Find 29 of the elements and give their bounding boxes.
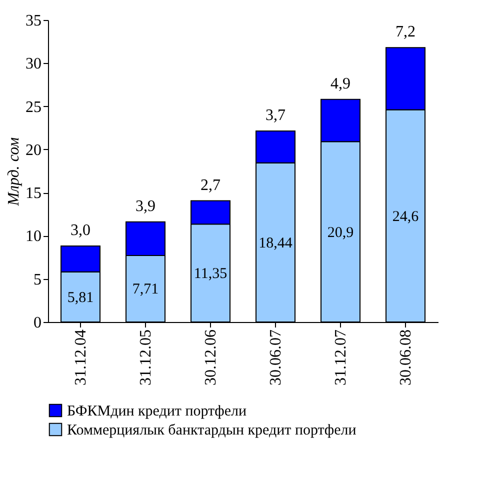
legend-label: Коммерциялык банктардын кредит портфели bbox=[67, 422, 356, 438]
data-label: 24,6 bbox=[392, 208, 420, 225]
y-tick-label: 20 bbox=[26, 142, 42, 159]
x-tick-label: 30.12.06 bbox=[202, 330, 220, 386]
data-label: 18,44 bbox=[258, 235, 293, 252]
data-label: 7,2 bbox=[396, 24, 416, 41]
x-tick-label: 31.12.04 bbox=[72, 330, 90, 386]
y-tick-label: 10 bbox=[26, 228, 42, 246]
data-label: 3,7 bbox=[266, 106, 286, 124]
x-tick-label: 31.12.07 bbox=[332, 330, 350, 386]
y-tick-label: 15 bbox=[26, 185, 42, 202]
legend-label: БФКМдин кредит портфели bbox=[67, 404, 247, 420]
x-tick-label: 31.12.05 bbox=[138, 330, 154, 386]
data-label: 5,81 bbox=[67, 290, 94, 306]
y-axis-title: Млрд. сом bbox=[6, 137, 22, 207]
data-label: 3,0 bbox=[70, 222, 90, 239]
x-tick-label: 30.06.08 bbox=[398, 330, 414, 386]
y-tick-label: 35 bbox=[26, 12, 42, 30]
y-tick-label: 25 bbox=[26, 98, 42, 116]
data-label: 2,7 bbox=[200, 176, 220, 194]
y-tick-label: 0 bbox=[34, 314, 42, 332]
y-tick-label: 5 bbox=[34, 271, 42, 288]
data-label: 11,35 bbox=[194, 266, 228, 282]
y-tick-label: 30 bbox=[26, 56, 42, 73]
x-tick-label: 30.06.07 bbox=[268, 330, 284, 386]
data-label: 20,9 bbox=[327, 224, 354, 241]
data-label: 3,9 bbox=[136, 198, 156, 215]
data-label: 4,9 bbox=[330, 75, 350, 92]
data-label: 7,71 bbox=[132, 282, 159, 298]
